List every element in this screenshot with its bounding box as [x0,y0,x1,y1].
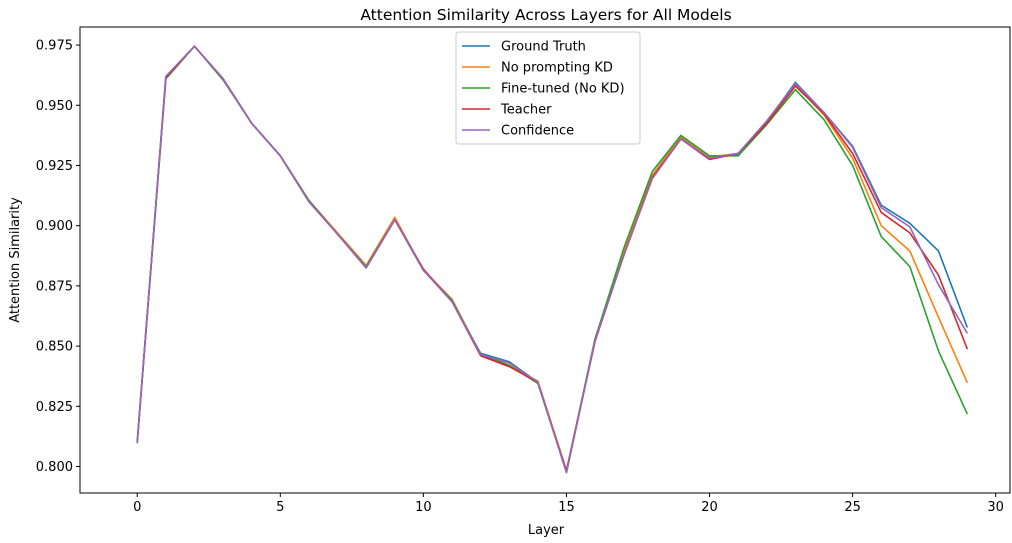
x-tick-label: 15 [558,500,575,515]
x-tick-label: 0 [133,500,141,515]
legend-label-confidence: Confidence [501,124,574,139]
series-line-confidence [136,45,968,474]
x-tick-label: 10 [415,500,432,515]
y-tick-label: 0.950 [36,99,73,114]
y-axis-label: Attention Similarity [8,197,23,323]
y-tick-label: 0.800 [36,460,73,475]
x-tick-label: 30 [987,500,1004,515]
y-tick-label: 0.900 [36,219,73,234]
y-tick-label: 0.825 [36,400,73,415]
x-tick-label: 5 [276,500,284,515]
y-tick-label: 0.925 [36,159,73,174]
y-axis: 0.800 0.825 0.850 0.875 0.900 0.925 0.950 0.975 [36,39,80,475]
chart-title: Attention Similarity Across Layers for A… [360,6,731,24]
legend-label-teacher: Teacher [500,103,552,118]
legend-label-fine-tuned-no-kd: Fine-tuned (No KD) [501,82,625,97]
x-axis-label: Layer [528,523,565,538]
x-tick-label: 25 [844,500,861,515]
plot-area-frame [79,26,1011,494]
legend-box [455,31,641,145]
legend-label-ground-truth: Ground Truth [501,40,586,55]
y-tick-label: 0.975 [36,39,73,54]
plot-lines [136,45,968,474]
legend: Ground Truth No prompting KD Fine-tuned (N… [455,31,641,145]
x-axis: 0 5 10 15 20 25 30 [133,493,1004,515]
y-tick-label: 0.850 [36,340,73,355]
legend-label-no-prompting-kd: No prompting KD [501,61,613,76]
x-tick-label: 20 [701,500,718,515]
y-tick-label: 0.875 [36,279,73,294]
